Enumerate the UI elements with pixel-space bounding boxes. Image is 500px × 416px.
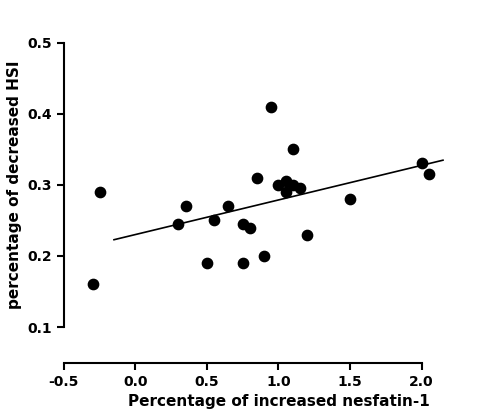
Point <box>246 224 254 231</box>
Point <box>268 103 276 110</box>
Point <box>282 188 290 195</box>
Point <box>238 220 246 227</box>
Point <box>260 253 268 259</box>
Point <box>88 281 96 288</box>
Point <box>424 171 432 178</box>
Point <box>303 231 311 238</box>
Point <box>182 203 190 210</box>
Point <box>224 203 232 210</box>
Point <box>238 260 246 266</box>
X-axis label: Percentage of increased nesfatin-1: Percentage of increased nesfatin-1 <box>128 394 430 409</box>
Point <box>296 185 304 192</box>
Y-axis label: percentage of decreased HSI: percentage of decreased HSI <box>7 61 22 309</box>
Point <box>203 260 211 266</box>
Point <box>174 220 182 227</box>
Point <box>282 178 290 185</box>
Point <box>210 217 218 224</box>
Point <box>346 196 354 202</box>
Point <box>253 174 261 181</box>
Point <box>418 160 426 167</box>
Point <box>274 181 282 188</box>
Point <box>96 188 104 195</box>
Point <box>289 146 297 153</box>
Point <box>289 181 297 188</box>
